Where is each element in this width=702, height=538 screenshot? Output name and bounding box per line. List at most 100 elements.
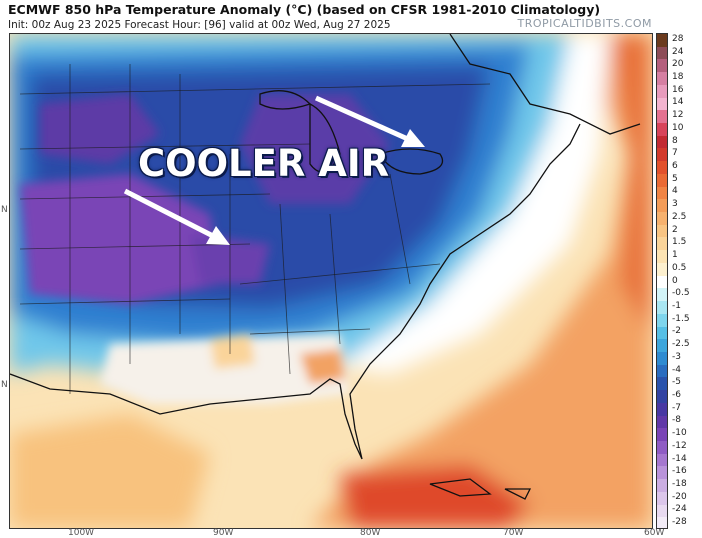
colorbar-swatch (657, 428, 667, 442)
forecast-info: Init: 00z Aug 23 2025 Forecast Hour: [96… (8, 19, 391, 31)
colorbar-label: -10 (672, 428, 687, 439)
colorbar-label: -14 (672, 453, 687, 464)
colorbar-label: -3 (672, 351, 681, 362)
warm-anomaly-east (610, 34, 652, 334)
colorbar-label: 6 (672, 161, 678, 172)
x-tick-label: 60W (644, 528, 665, 538)
colorbar-label: -5 (672, 377, 681, 388)
colorbar-label: 2 (672, 224, 678, 235)
colorbar-label: -28 (672, 517, 687, 528)
colorbar-label: -18 (672, 478, 687, 489)
neutral-gulf-coast (100, 334, 350, 404)
colorbar-swatch (657, 517, 667, 528)
colorbar-label: 20 (672, 59, 684, 70)
colorbar-swatch (657, 199, 667, 213)
colorbar-label: -1.5 (672, 313, 690, 324)
colorbar-label: -2 (672, 326, 681, 337)
colorbar-swatch (657, 237, 667, 251)
colorbar-label: 1.5 (672, 237, 687, 248)
colorbar-swatch (657, 440, 667, 455)
colorbar-label: -2.5 (672, 339, 690, 350)
colorbar-label: 10 (672, 122, 684, 133)
colorbar-label: 8 (672, 135, 678, 146)
colorbar-swatch (657, 72, 667, 86)
x-tick-label: 80W (360, 528, 381, 538)
colorbar-label: 2.5 (672, 211, 687, 222)
colorbar-label: 0.5 (672, 262, 687, 273)
colorbar-label: -20 (672, 491, 687, 502)
y-tick-label: N (1, 380, 8, 390)
colorbar-label: 24 (672, 46, 684, 57)
x-tick-label: 90W (213, 528, 234, 538)
colorbar-label: 28 (672, 33, 684, 44)
colorbar-swatch (657, 301, 667, 315)
colorbar-swatch (657, 491, 667, 506)
colorbar-swatch (657, 84, 667, 99)
colorbar-swatch (657, 250, 667, 264)
chart-header: ECMWF 850 hPa Temperature Anomaly (°C) (… (8, 2, 698, 32)
colorbar (656, 33, 668, 529)
arrow-left (123, 188, 230, 245)
colorbar-swatch (657, 402, 667, 417)
colorbar-swatch (657, 135, 667, 149)
neutral-band (330, 34, 610, 374)
colorbar-swatch (657, 262, 667, 277)
colorbar-swatch (657, 415, 667, 429)
colorbar-swatch (657, 453, 667, 467)
warm-spot-georgia (300, 349, 345, 384)
colorbar-label: 1 (672, 250, 678, 261)
colorbar-label: -12 (672, 440, 687, 451)
colorbar-swatch (657, 466, 667, 480)
colorbar-swatch (657, 326, 667, 340)
arrow-right (314, 95, 425, 147)
state-borders (19, 64, 491, 394)
colorbar-swatch (657, 288, 667, 302)
warm-spot-mississippi (210, 334, 255, 369)
y-tick-label: N (1, 205, 8, 215)
map-panel (9, 33, 653, 529)
x-tick-label: 70W (503, 528, 524, 538)
colorbar-label: -4 (672, 364, 681, 375)
colorbar-swatch (657, 275, 667, 289)
warm-anomaly-caribbean (340, 464, 530, 528)
colorbar-swatch (657, 377, 667, 391)
colorbar-swatch (657, 59, 667, 73)
coastline (10, 34, 641, 500)
page-title: ECMWF 850 hPa Temperature Anomaly (°C) (… (8, 2, 601, 17)
colorbar-label: -8 (672, 415, 681, 426)
colorbar-label: 4 (672, 186, 678, 197)
colorbar-label: 12 (672, 110, 684, 121)
colorbar-swatch (657, 364, 667, 378)
brand-watermark: TROPICALTIDBITS.COM (517, 17, 652, 30)
colorbar-label: -16 (672, 466, 687, 477)
colorbar-swatch (657, 97, 667, 111)
colorbar-label: -0.5 (672, 288, 690, 299)
colorbar-swatch (657, 479, 667, 493)
colorbar-swatch (657, 390, 667, 404)
colorbar-swatch (657, 339, 667, 353)
colorbar-label: -6 (672, 389, 681, 400)
warm-anomaly-atlantic (310, 34, 652, 528)
colorbar-label: -1 (672, 300, 681, 311)
colorbar-swatch (657, 173, 667, 188)
colorbar-label: 14 (672, 97, 684, 108)
colorbar-swatch (657, 123, 667, 137)
colorbar-swatch (657, 186, 667, 200)
colorbar-label: 7 (672, 148, 678, 159)
anomaly-map (10, 34, 652, 528)
colorbar-swatch (657, 351, 667, 366)
colorbar-swatch (657, 34, 667, 48)
colorbar-label: 18 (672, 72, 684, 82)
cooler-air-callout: COOLER AIR (138, 142, 390, 185)
colorbar-label: -7 (672, 402, 681, 413)
colorbar-swatch (657, 46, 667, 60)
colorbar-label: 3 (672, 199, 678, 210)
colorbar-swatch (657, 161, 667, 175)
colorbar-label: -24 (672, 504, 687, 515)
cold-core-great-lakes (240, 94, 390, 204)
colorbar-swatch (657, 212, 667, 226)
colorbar-label: 16 (672, 84, 684, 95)
colorbar-label: 5 (672, 173, 678, 184)
colorbar-swatch (657, 504, 667, 518)
colorbar-label: 0 (672, 275, 678, 286)
